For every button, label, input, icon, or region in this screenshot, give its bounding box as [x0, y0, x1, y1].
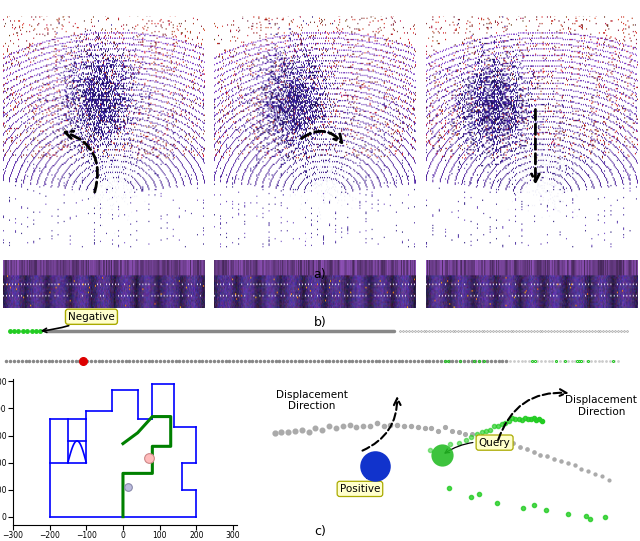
Text: Negative: Negative [42, 312, 115, 333]
Text: b): b) [314, 316, 326, 329]
Text: c): c) [314, 525, 326, 538]
Text: Frame: 1566 (Query): Frame: 1566 (Query) [264, 264, 366, 274]
Text: a): a) [314, 268, 326, 281]
Text: Frame: 290 (Negative): Frame: 290 (Negative) [476, 264, 586, 274]
Text: Frame: 117 (Positive): Frame: 117 (Positive) [52, 264, 156, 274]
Text: Positive: Positive [340, 470, 380, 494]
Text: Query: Query [445, 438, 511, 453]
Text: Displacement
Direction: Displacement Direction [565, 395, 637, 417]
Text: Displacement
Direction: Displacement Direction [276, 390, 348, 411]
